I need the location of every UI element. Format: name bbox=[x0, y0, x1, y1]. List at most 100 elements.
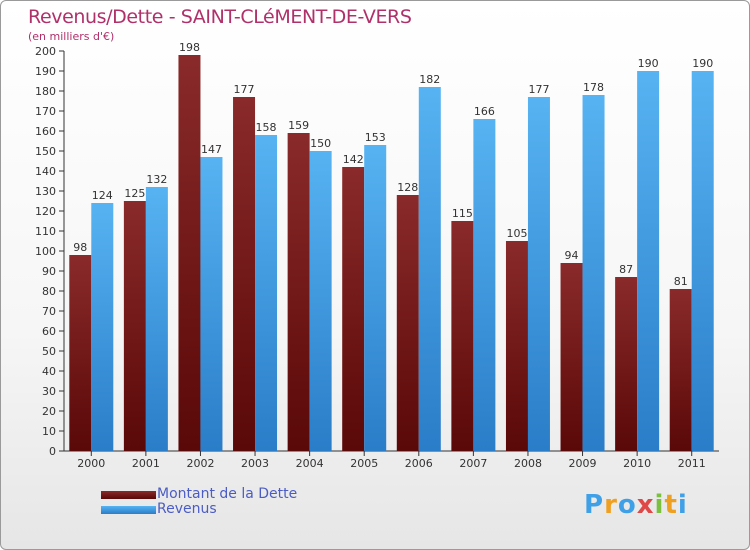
y-tick-label: 80 bbox=[42, 285, 56, 298]
bar-revenus bbox=[582, 95, 605, 451]
logo-letter: t bbox=[664, 490, 678, 520]
value-label-dette: 94 bbox=[565, 249, 579, 262]
proxiti-logo: Proxiti bbox=[584, 490, 688, 520]
y-tick-label: 150 bbox=[35, 145, 56, 158]
bars bbox=[69, 55, 714, 451]
y-tick-label: 30 bbox=[42, 385, 56, 398]
bar-revenus bbox=[691, 71, 714, 451]
bar-dette bbox=[69, 255, 92, 451]
legend-swatch-revenus bbox=[101, 506, 156, 514]
value-label-revenus: 158 bbox=[256, 121, 277, 134]
bar-dette bbox=[342, 167, 365, 451]
bar-dette bbox=[287, 133, 310, 451]
logo-letter: r bbox=[604, 490, 618, 520]
x-tick-label: 2003 bbox=[241, 457, 269, 470]
bar-revenus bbox=[255, 135, 278, 451]
legend-label-dette: Montant de la Dette bbox=[157, 486, 298, 502]
bar-revenus bbox=[145, 187, 168, 451]
value-label-revenus: 177 bbox=[528, 83, 549, 96]
value-label-revenus: 124 bbox=[92, 189, 113, 202]
y-tick-label: 50 bbox=[42, 345, 56, 358]
y-tick-label: 200 bbox=[35, 45, 56, 58]
y-tick-label: 180 bbox=[35, 85, 56, 98]
bar-revenus bbox=[309, 151, 332, 451]
value-label-dette: 98 bbox=[73, 241, 87, 254]
x-tick-label: 2001 bbox=[132, 457, 160, 470]
y-tick-label: 170 bbox=[35, 105, 56, 118]
value-label-dette: 128 bbox=[397, 181, 418, 194]
x-tick-label: 2010 bbox=[623, 457, 651, 470]
bar-dette bbox=[233, 97, 256, 451]
bar-dette bbox=[669, 289, 692, 451]
bar-dette bbox=[505, 241, 528, 451]
value-label-dette: 115 bbox=[452, 207, 473, 220]
y-tick-label: 160 bbox=[35, 125, 56, 138]
value-label-dette: 142 bbox=[343, 153, 364, 166]
value-label-dette: 177 bbox=[234, 83, 255, 96]
y-tick-label: 140 bbox=[35, 165, 56, 178]
legend-label-revenus: Revenus bbox=[157, 501, 217, 517]
x-tick-label: 2004 bbox=[296, 457, 324, 470]
y-tick-label: 130 bbox=[35, 185, 56, 198]
logo-letter: i bbox=[654, 490, 665, 520]
bar-dette bbox=[396, 195, 419, 451]
value-label-revenus: 178 bbox=[583, 81, 604, 94]
x-tick-label: 2007 bbox=[459, 457, 487, 470]
value-label-revenus: 166 bbox=[474, 105, 495, 118]
value-label-dette: 198 bbox=[179, 41, 200, 54]
logo-letter: o bbox=[617, 490, 637, 520]
y-tick-label: 190 bbox=[35, 65, 56, 78]
bar-revenus bbox=[200, 157, 223, 451]
x-tick-label: 2008 bbox=[514, 457, 542, 470]
bar-revenus bbox=[364, 145, 387, 451]
value-label-dette: 125 bbox=[124, 187, 145, 200]
value-label-revenus: 182 bbox=[419, 73, 440, 86]
y-tick-label: 70 bbox=[42, 305, 56, 318]
x-tick-label: 2011 bbox=[678, 457, 706, 470]
bar-revenus bbox=[637, 71, 660, 451]
bar-dette bbox=[615, 277, 638, 451]
chart-title: Revenus/Dette - SAINT-CLéMENT-DE-VERS bbox=[28, 6, 412, 28]
x-tick-label: 2000 bbox=[77, 457, 105, 470]
y-tick-label: 110 bbox=[35, 225, 56, 238]
bar-revenus bbox=[91, 203, 114, 451]
y-tick-label: 60 bbox=[42, 325, 56, 338]
value-label-dette: 105 bbox=[506, 227, 527, 240]
value-label-revenus: 153 bbox=[365, 131, 386, 144]
bar-dette bbox=[451, 221, 474, 451]
x-tick-label: 2009 bbox=[569, 457, 597, 470]
bar-dette bbox=[560, 263, 583, 451]
axes: 0 10 20 30 40 50 60 70 80 90 100 110 120 130 140 150 160… bbox=[35, 45, 719, 470]
y-tick-label: 100 bbox=[35, 245, 56, 258]
bar-dette bbox=[178, 55, 201, 451]
bar-revenus bbox=[473, 119, 496, 451]
value-label-revenus: 132 bbox=[146, 173, 167, 186]
value-label-revenus: 190 bbox=[692, 57, 713, 70]
y-tick-label: 0 bbox=[49, 445, 56, 458]
legend-swatch-dette bbox=[101, 491, 156, 499]
logo-letter: P bbox=[584, 490, 605, 520]
bar-revenus bbox=[527, 97, 550, 451]
value-label-revenus: 150 bbox=[310, 137, 331, 150]
x-tick-label: 2005 bbox=[350, 457, 378, 470]
value-label-revenus: 147 bbox=[201, 143, 222, 156]
logo-letter: i bbox=[677, 490, 688, 520]
y-tick-label: 90 bbox=[42, 265, 56, 278]
chart-subtitle: (en milliers d'€) bbox=[28, 30, 115, 43]
value-label-revenus: 190 bbox=[638, 57, 659, 70]
x-tick-label: 2002 bbox=[186, 457, 214, 470]
value-label-dette: 159 bbox=[288, 119, 309, 132]
bar-dette bbox=[123, 201, 146, 451]
y-tick-label: 20 bbox=[42, 405, 56, 418]
y-tick-label: 120 bbox=[35, 205, 56, 218]
value-label-dette: 87 bbox=[619, 263, 633, 276]
value-label-dette: 81 bbox=[674, 275, 688, 288]
logo-letter: x bbox=[636, 490, 655, 520]
y-tick-label: 40 bbox=[42, 365, 56, 378]
y-tick-label: 10 bbox=[42, 425, 56, 438]
x-tick-label: 2006 bbox=[405, 457, 433, 470]
bar-revenus bbox=[418, 87, 441, 451]
